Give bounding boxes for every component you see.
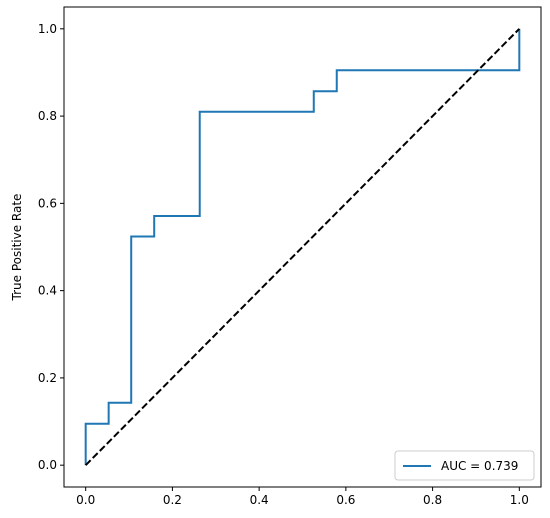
x-tick-label: 0.2 (163, 493, 182, 507)
y-tick-label: 0.4 (38, 284, 57, 298)
x-tick-label: 0.6 (336, 493, 355, 507)
y-tick-label: 0.6 (38, 196, 57, 210)
x-tick-label: 0.4 (250, 493, 269, 507)
legend-box (394, 450, 535, 481)
series-layer (84, 28, 521, 466)
y-tick-label: 0.0 (38, 458, 57, 472)
x-tick-label: 0.0 (76, 493, 95, 507)
x-tick-label: 1.0 (510, 493, 529, 507)
legend: AUC = 0.739 (394, 450, 535, 481)
plot-frame (63, 6, 542, 488)
y-tick-label: 0.2 (38, 371, 57, 385)
ticks-layer: 0.0 0.2 0.4 0.6 0.8 1.0 0.0 0.2 0.4 0.6 0.8 1.0 (38, 22, 529, 507)
y-tick-label: 1.0 (38, 22, 57, 36)
legend-entry-label: AUC = 0.739 (441, 459, 518, 473)
y-axis-label: True Positive Rate (10, 194, 24, 302)
chance-diagonal-line (84, 28, 521, 466)
roc-curve-line (84, 28, 521, 466)
x-tick-label: 0.8 (423, 493, 442, 507)
y-tick-label: 0.8 (38, 109, 57, 123)
